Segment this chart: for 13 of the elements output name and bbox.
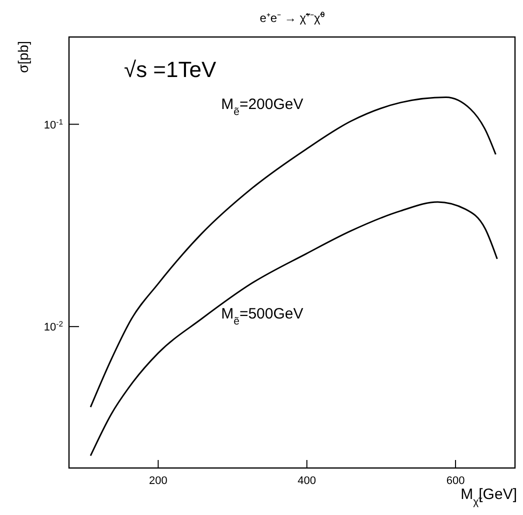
x-tick-label: 400 xyxy=(298,475,316,487)
x-axis-title: M$_{χ̃}$[GeV] xyxy=(460,486,517,508)
x-tick-label: 600 xyxy=(446,475,465,487)
series-label: M$_{ẽ}$=500GeV xyxy=(221,306,304,328)
series-label: M$_{ẽ}$=200GeV xyxy=(221,96,304,118)
y-axis-title: σ[pb] xyxy=(15,41,31,73)
x-tick-label: 200 xyxy=(149,475,168,487)
y-tick-label: 10$^{-2}$ xyxy=(44,319,63,334)
annotation: √s =1TeV xyxy=(124,57,217,82)
chart-title: e⁺e⁻ → χ̃⁺⁻χ̃⁰ xyxy=(260,11,326,25)
line-series xyxy=(90,96,496,408)
y-tick-label: 10$^{-1}$ xyxy=(44,116,63,132)
line-series xyxy=(90,201,498,456)
